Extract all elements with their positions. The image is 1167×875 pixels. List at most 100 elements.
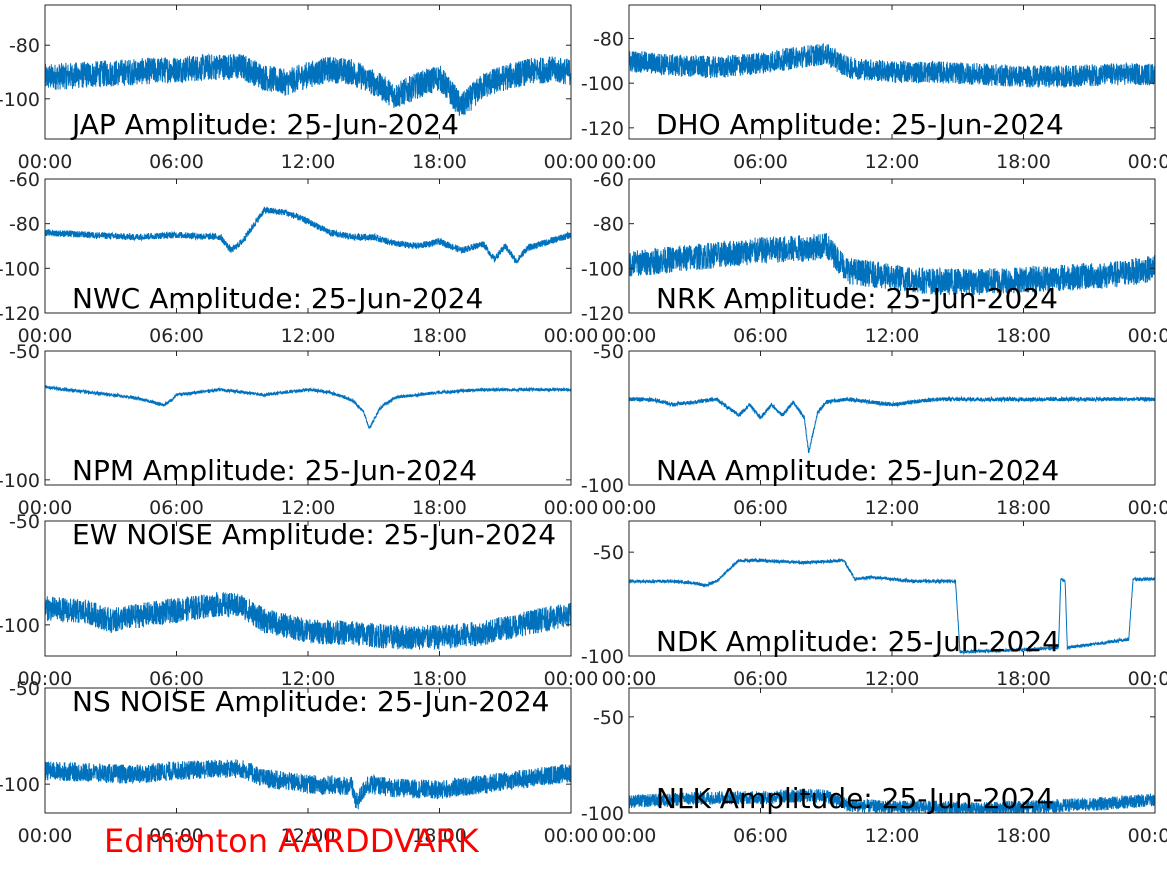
y-tick-label: -120 [581, 118, 624, 140]
x-tick-label: 18:00 [996, 325, 1051, 347]
y-tick-label: -120 [0, 303, 40, 325]
x-tick-label: 00:00 [1128, 325, 1167, 347]
station-title: Edmonton AARDDVARK [104, 822, 479, 860]
y-tick-label: -50 [9, 678, 40, 700]
series-line [45, 384, 571, 429]
x-tick-label: 06:00 [733, 151, 788, 173]
x-tick-label: 00:00 [1128, 497, 1167, 519]
x-tick-label: 06:00 [149, 825, 204, 847]
y-tick-label: -50 [593, 341, 624, 363]
y-tick-label: -100 [0, 470, 40, 492]
x-tick-label: 00:00 [602, 825, 657, 847]
x-tick-label: 12:00 [865, 825, 920, 847]
x-tick-label: 18:00 [412, 325, 467, 347]
x-tick-label: 00:00 [18, 668, 73, 690]
panel-1: -80 -100 00:00 06:00 12:00 18:00 00:00 JAP Ampl… [0, 4, 599, 173]
panel-title: NAA Amplitude: 25-Jun-2024 [656, 454, 1059, 487]
panel-title: NRK Amplitude: 25-Jun-2024 [656, 282, 1058, 315]
x-tick-label: 18:00 [996, 668, 1051, 690]
series-line [629, 788, 1155, 813]
x-tick-label: 12:00 [281, 325, 336, 347]
y-tick-label: -50 [9, 341, 40, 363]
x-tick-label: 12:00 [865, 497, 920, 519]
panel-9: -50 -100 00:00 06:00 12:00 18:00 00:00 NS NOISE… [0, 678, 598, 847]
x-tick-label: 12:00 [281, 825, 336, 847]
y-tick-label: -100 [581, 258, 624, 280]
panel-title: NPM Amplitude: 25-Jun-2024 [72, 454, 477, 487]
x-tick-label: 00:00 [544, 151, 599, 173]
series-line [45, 206, 571, 264]
panel-title: NLK Amplitude: 25-Jun-2024 [656, 782, 1054, 815]
series-line [45, 592, 571, 651]
panel-5: -50 -100 00:00 06:00 12:00 18:00 00:00 NPM Ampl… [0, 341, 598, 519]
panel-title: NS NOISE Amplitude: 25-Jun-2024 [72, 685, 549, 718]
series-line [629, 395, 1155, 454]
x-tick-label: 06:00 [149, 668, 204, 690]
y-tick-label: -80 [9, 214, 40, 236]
x-tick-label: 00:00 [544, 325, 599, 347]
x-tick-label: 18:00 [996, 825, 1051, 847]
y-tick-label: -80 [593, 214, 624, 236]
y-tick-label: -80 [593, 29, 624, 51]
y-tick-label: -120 [581, 303, 624, 325]
x-tick-label: 00:00 [544, 668, 599, 690]
x-tick-label: 00:00 [602, 151, 657, 173]
x-tick-label: 00:00 [602, 668, 657, 690]
x-tick-label: 00:00 [1128, 825, 1167, 847]
y-tick-label: -50 [9, 511, 40, 533]
x-tick-label: 00:00 [1128, 151, 1167, 173]
panel-title: EW NOISE Amplitude: 25-Jun-2024 [72, 518, 556, 551]
x-tick-label: 00:00 [18, 497, 73, 519]
series-line [45, 53, 571, 116]
y-tick-label: -100 [581, 646, 624, 668]
x-tick-label: 12:00 [281, 151, 336, 173]
panel-7: -50 -100 00:00 06:00 12:00 18:00 00:00 EW NOISE… [0, 511, 598, 690]
x-tick-label: 18:00 [412, 497, 467, 519]
y-tick-label: -80 [9, 35, 40, 57]
x-tick-label: 18:00 [996, 497, 1051, 519]
x-tick-label: 12:00 [865, 668, 920, 690]
y-tick-label: -100 [0, 258, 40, 280]
y-tick-label: -100 [581, 803, 624, 825]
y-tick-label: -60 [9, 169, 40, 191]
panel-title: NDK Amplitude: 25-Jun-2024 [656, 625, 1060, 658]
panel-title: NWC Amplitude: 25-Jun-2024 [72, 282, 483, 315]
x-tick-label: 06:00 [149, 497, 204, 519]
x-tick-label: 00:00 [1128, 668, 1167, 690]
x-tick-label: 00:00 [544, 825, 599, 847]
x-tick-label: 00:00 [18, 325, 73, 347]
x-tick-label: 06:00 [733, 497, 788, 519]
x-tick-label: 06:00 [733, 325, 788, 347]
series-line [629, 43, 1155, 88]
x-tick-label: 18:00 [412, 825, 467, 847]
panel-2: -80 -100 -120 00:00 06:00 12:00 18:00 00:00 DHO … [581, 4, 1167, 173]
series-line [45, 759, 571, 810]
x-tick-label: 12:00 [865, 325, 920, 347]
x-tick-label: 06:00 [733, 668, 788, 690]
x-tick-label: 06:00 [149, 325, 204, 347]
y-tick-label: -50 [593, 707, 624, 729]
y-tick-label: -100 [581, 475, 624, 497]
x-tick-label: 12:00 [281, 668, 336, 690]
series-line [629, 232, 1155, 296]
y-tick-label: -100 [0, 774, 40, 796]
y-tick-label: -100 [0, 89, 40, 111]
x-tick-label: 18:00 [996, 151, 1051, 173]
x-tick-label: 18:00 [412, 668, 467, 690]
y-tick-label: -100 [0, 615, 40, 637]
x-tick-label: 12:00 [281, 497, 336, 519]
panel-4: -60-80-100-12000:0006:0012:0018:0000:00N… [581, 169, 1167, 347]
x-tick-label: 06:00 [149, 151, 204, 173]
series-line [629, 557, 1155, 656]
x-tick-label: 00:00 [544, 497, 599, 519]
x-tick-label: 00:00 [18, 151, 73, 173]
y-tick-label: -60 [593, 169, 624, 191]
panel-title: JAP Amplitude: 25-Jun-2024 [70, 108, 459, 141]
x-tick-label: 18:00 [412, 151, 467, 173]
y-tick-label: -50 [593, 542, 624, 564]
